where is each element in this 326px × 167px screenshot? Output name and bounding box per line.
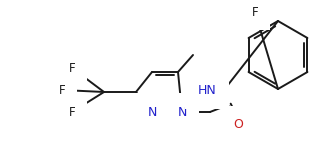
Text: O: O	[233, 119, 243, 131]
Text: N: N	[177, 106, 187, 119]
Text: F: F	[69, 106, 75, 119]
Text: N: N	[147, 106, 157, 119]
Text: HN: HN	[198, 84, 216, 97]
Text: F: F	[59, 84, 65, 97]
Text: F: F	[69, 61, 75, 74]
Text: F: F	[252, 6, 258, 19]
